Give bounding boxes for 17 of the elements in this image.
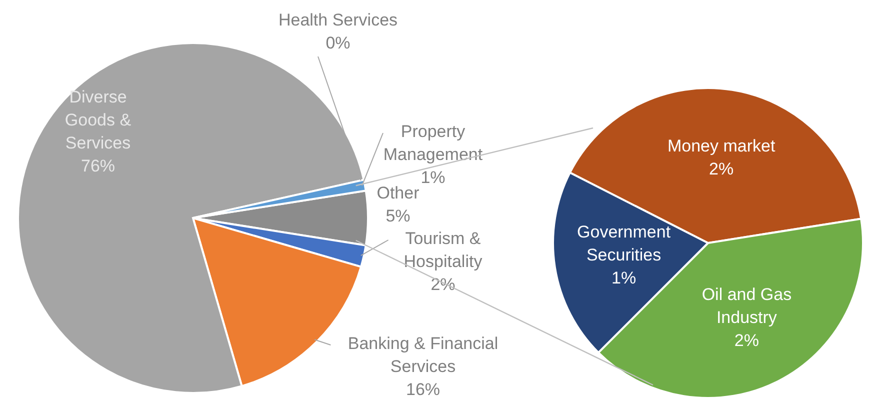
data-label: 1%	[420, 168, 446, 188]
data-label: 5%	[386, 206, 410, 226]
slice-label: Diverse Goods & Services	[64, 88, 132, 153]
data-label: 76%	[80, 156, 116, 176]
slice-label: Property Management	[383, 122, 483, 164]
category-label: Health Services	[278, 10, 398, 30]
slice-label: Government Securities	[577, 222, 671, 265]
slice-label: Tourism & Hospitality	[404, 229, 483, 272]
slice-label: Banking & Financial Services	[348, 334, 498, 376]
text: 0%	[326, 34, 350, 53]
slice-label: Oil and Gas Industry	[702, 285, 792, 328]
data-label: 1%	[612, 268, 636, 288]
slice-label: Money market	[667, 136, 776, 156]
slice-label: Other	[376, 184, 420, 203]
data-label: 16%	[406, 380, 440, 400]
data-label: 2%	[709, 160, 734, 179]
data-label: 2%	[734, 331, 759, 350]
